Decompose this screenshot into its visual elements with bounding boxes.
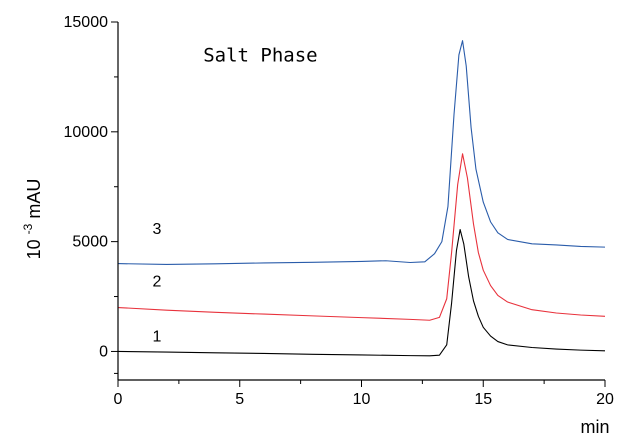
x-axis-label: min <box>580 417 609 437</box>
series-line-3 <box>117 40 606 266</box>
chart-annotation: Salt Phase <box>203 45 317 67</box>
y-axis-label: 10 -3 mAU <box>21 179 44 260</box>
x-tick-label: 20 <box>596 391 614 408</box>
series-label-1: 1 <box>153 329 162 346</box>
y-tick-label: 0 <box>99 343 108 360</box>
y-axis-label-exponent: -3 <box>21 223 35 234</box>
series-label-2: 2 <box>153 274 162 291</box>
series-line-2 <box>117 153 606 321</box>
y-tick-label: 5000 <box>72 234 108 251</box>
x-tick-label: 15 <box>474 391 492 408</box>
x-tick-label: 10 <box>353 391 371 408</box>
y-axis-label-unit: mAU <box>24 179 44 219</box>
y-tick-label: 10000 <box>64 124 109 141</box>
series-label-3: 3 <box>153 221 162 238</box>
axes: 0 5 10 15 20 0 5000 10000 15000 <box>64 14 615 408</box>
y-tick-label: 15000 <box>64 14 109 31</box>
x-tick-label: 5 <box>235 391 244 408</box>
x-tick-label: 0 <box>114 391 123 408</box>
series-line-1 <box>117 229 606 357</box>
plot-area: 1 2 3 <box>117 40 606 357</box>
y-axis-label-base: 10 <box>24 239 44 259</box>
